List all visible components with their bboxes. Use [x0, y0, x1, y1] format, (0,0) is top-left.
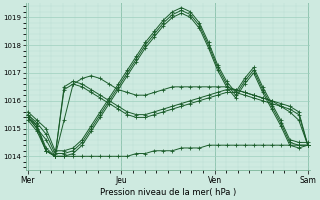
X-axis label: Pression niveau de la mer( hPa ): Pression niveau de la mer( hPa ) [100, 188, 236, 197]
